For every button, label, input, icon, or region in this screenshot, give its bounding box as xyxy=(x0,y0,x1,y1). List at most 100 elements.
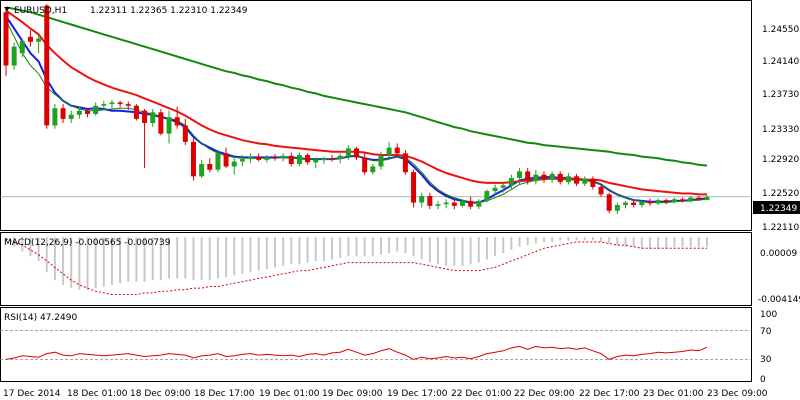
candle-body xyxy=(199,164,205,177)
candle-body xyxy=(109,102,115,105)
candle-body xyxy=(614,205,620,211)
candle-body xyxy=(313,159,319,163)
candle-body xyxy=(329,158,335,160)
time-label: 23 Dec 01:00 xyxy=(643,389,704,399)
candle-body xyxy=(142,110,148,123)
candle-body xyxy=(158,112,164,134)
current-price-label: 1.22349 xyxy=(760,204,797,214)
macd-scale-top: 0.00009 xyxy=(760,249,797,259)
price-panel[interactable] xyxy=(0,4,751,215)
time-label: 22 Dec 17:00 xyxy=(579,389,640,399)
candle-body xyxy=(557,173,563,183)
candle-body xyxy=(549,173,555,180)
time-label: 19 Dec 09:00 xyxy=(322,389,383,399)
candle-body xyxy=(182,125,188,142)
time-label: 22 Dec 01:00 xyxy=(451,389,512,399)
time-label: 18 Dec 09:00 xyxy=(130,389,191,399)
candle-body xyxy=(492,187,498,192)
candle-body xyxy=(582,178,588,184)
candle-body xyxy=(590,178,596,187)
price-level-label: 1.23730 xyxy=(762,90,799,100)
price-level-label: 1.24140 xyxy=(762,57,799,67)
candle-body xyxy=(166,117,172,134)
price-scale[interactable]: 1.24550 1.24140 1.23730 1.23330 1.22920 … xyxy=(762,25,799,233)
candle-body xyxy=(484,191,490,201)
rsi-panel[interactable] xyxy=(0,330,751,360)
time-label: 17 Dec 2014 xyxy=(3,389,61,399)
candle-body xyxy=(386,147,392,156)
candle-body xyxy=(500,185,506,188)
price-level-label: 1.22520 xyxy=(762,189,799,199)
candle-body xyxy=(443,202,449,205)
candle-body xyxy=(85,110,91,114)
candle-body xyxy=(354,148,359,158)
current-price-marker: 1.22349 xyxy=(753,201,800,214)
candle-body xyxy=(133,105,139,119)
candle-body xyxy=(305,154,311,163)
macd-scale-bottom: -0.004149 xyxy=(758,295,800,305)
triangle-down-icon[interactable] xyxy=(4,7,10,11)
candle-body xyxy=(44,5,50,126)
candle-body xyxy=(272,157,278,159)
candle-body xyxy=(239,159,245,162)
price-level-label: 1.22920 xyxy=(762,155,799,165)
candle-body xyxy=(117,102,123,105)
candle-body xyxy=(52,108,58,126)
candle-body xyxy=(378,155,384,167)
candle-body xyxy=(231,161,237,167)
candle-body xyxy=(663,200,669,202)
candle-body xyxy=(411,172,417,203)
candle-body xyxy=(190,141,196,177)
candle-body xyxy=(60,108,66,119)
candle-body xyxy=(101,104,107,106)
macd-panel[interactable] xyxy=(5,237,708,295)
candle-body xyxy=(427,196,433,206)
candle-body xyxy=(517,171,523,178)
candle-body xyxy=(541,174,547,180)
candle-body xyxy=(598,186,604,195)
candle-body xyxy=(459,200,465,206)
candle-body xyxy=(671,199,677,202)
candle-body xyxy=(525,171,531,182)
candle-body xyxy=(215,153,221,170)
candle-body xyxy=(280,155,286,159)
candle-body xyxy=(68,114,74,119)
candle-body xyxy=(150,112,156,123)
candle-body xyxy=(394,147,400,154)
candle-body xyxy=(19,40,25,54)
main-panel-frame xyxy=(0,0,752,231)
time-label: 18 Dec 01:00 xyxy=(67,389,128,399)
candle-body xyxy=(256,156,262,160)
candle-body xyxy=(321,158,327,160)
rsi-indicator-label: RSI(14) 47.2490 xyxy=(4,313,77,323)
symbol-label: EURUSD,H1 xyxy=(14,6,67,16)
macd-panel-frame xyxy=(0,232,752,306)
candle-body xyxy=(76,110,82,115)
ohlc-values: 1.22311 1.22365 1.22310 1.22349 xyxy=(90,6,248,16)
candle-body xyxy=(296,154,302,164)
candle-body xyxy=(688,197,694,201)
rsi-line xyxy=(5,345,708,360)
macd-signal-line xyxy=(5,238,707,295)
candle-body xyxy=(574,176,580,184)
candle-body xyxy=(419,196,425,203)
candle-body xyxy=(223,153,229,167)
candle-body xyxy=(704,196,710,201)
time-label: 23 Dec 09:00 xyxy=(707,389,768,399)
candle-body xyxy=(248,156,254,160)
candle-body xyxy=(533,174,539,182)
candle-body xyxy=(622,202,628,206)
candle-body xyxy=(207,164,213,170)
candle-body xyxy=(565,176,571,183)
time-axis[interactable]: 17 Dec 2014 18 Dec 01:00 18 Dec 09:00 18… xyxy=(3,389,768,399)
candle-body xyxy=(402,153,408,173)
price-level-label: 1.23330 xyxy=(762,125,799,135)
candle-body xyxy=(647,201,653,204)
rsi-level-label: 0 xyxy=(760,375,766,385)
candle-body xyxy=(508,177,514,186)
candle-body xyxy=(11,46,17,66)
candle-body xyxy=(264,157,270,160)
moving-average-line xyxy=(5,6,708,167)
candle-body xyxy=(655,200,661,204)
